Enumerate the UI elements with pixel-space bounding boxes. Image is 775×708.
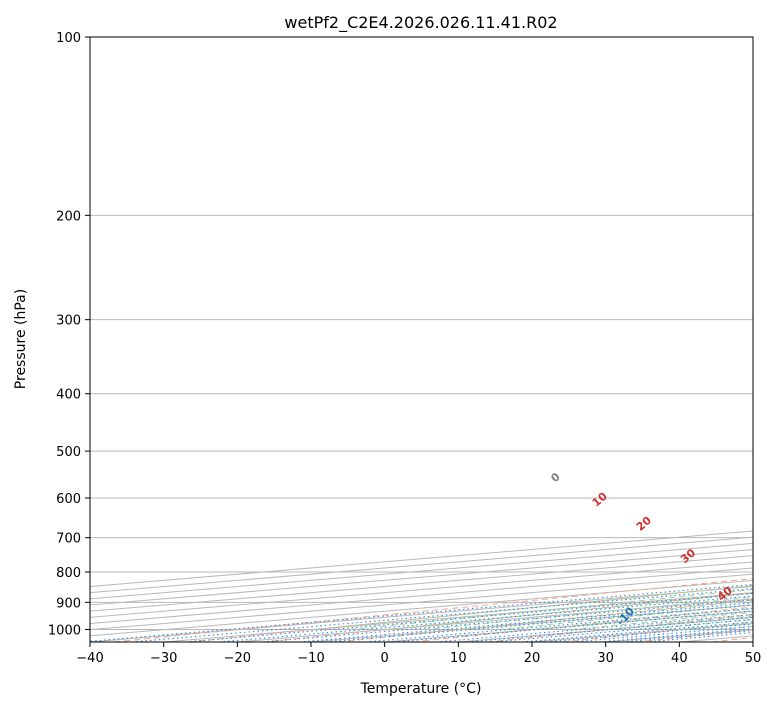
x-axis: −40 −30 −20 −10 0 10 20 30 40 50 [76,642,761,666]
x-tick-label: 30 [597,651,614,666]
x-axis-label: Temperature (°C) [360,681,482,697]
x-tick-label: 50 [745,651,762,666]
plot-frame [89,36,754,643]
x-tick-label: −40 [76,651,103,666]
background-lines [90,37,753,642]
y-tick-label: 900 [56,596,81,611]
x-tick-label: 40 [671,651,688,666]
chart-title: wetPf2_C2E4.2026.026.11.41.R02 [284,13,557,33]
dry-adiabat-line [188,585,753,642]
x-tick-label: 0 [381,651,389,666]
y-tick-label: 300 [56,314,81,329]
dry-adiabat-line [114,578,753,642]
mixing-ratio-line [131,588,753,642]
y-tick-label: 200 [56,209,81,224]
x-tick-label: 10 [450,651,467,666]
y-axis: 100 200 300 400 500 600 700 800 900 1000 [48,31,90,638]
y-tick-label: 1000 [48,623,81,638]
x-tick-label: −20 [224,651,251,666]
isotherm-line [90,530,753,588]
moist-adiabat-line [313,585,753,630]
y-tick-label: 600 [56,492,81,507]
x-tick-label: 20 [524,651,541,666]
y-tick-label: 700 [56,532,81,547]
y-tick-label: 400 [56,388,81,403]
x-tick-label: −30 [150,651,177,666]
y-tick-label: 100 [56,31,81,46]
dry-adiabat-line [338,599,753,642]
y-tick-label: 800 [56,566,81,581]
y-tick-label: 500 [56,445,81,460]
mixing-ratio-line [90,583,753,642]
x-tick-label: −10 [297,651,324,666]
y-axis-label: Pressure (hPa) [13,289,29,389]
isotherm-line [90,536,753,594]
